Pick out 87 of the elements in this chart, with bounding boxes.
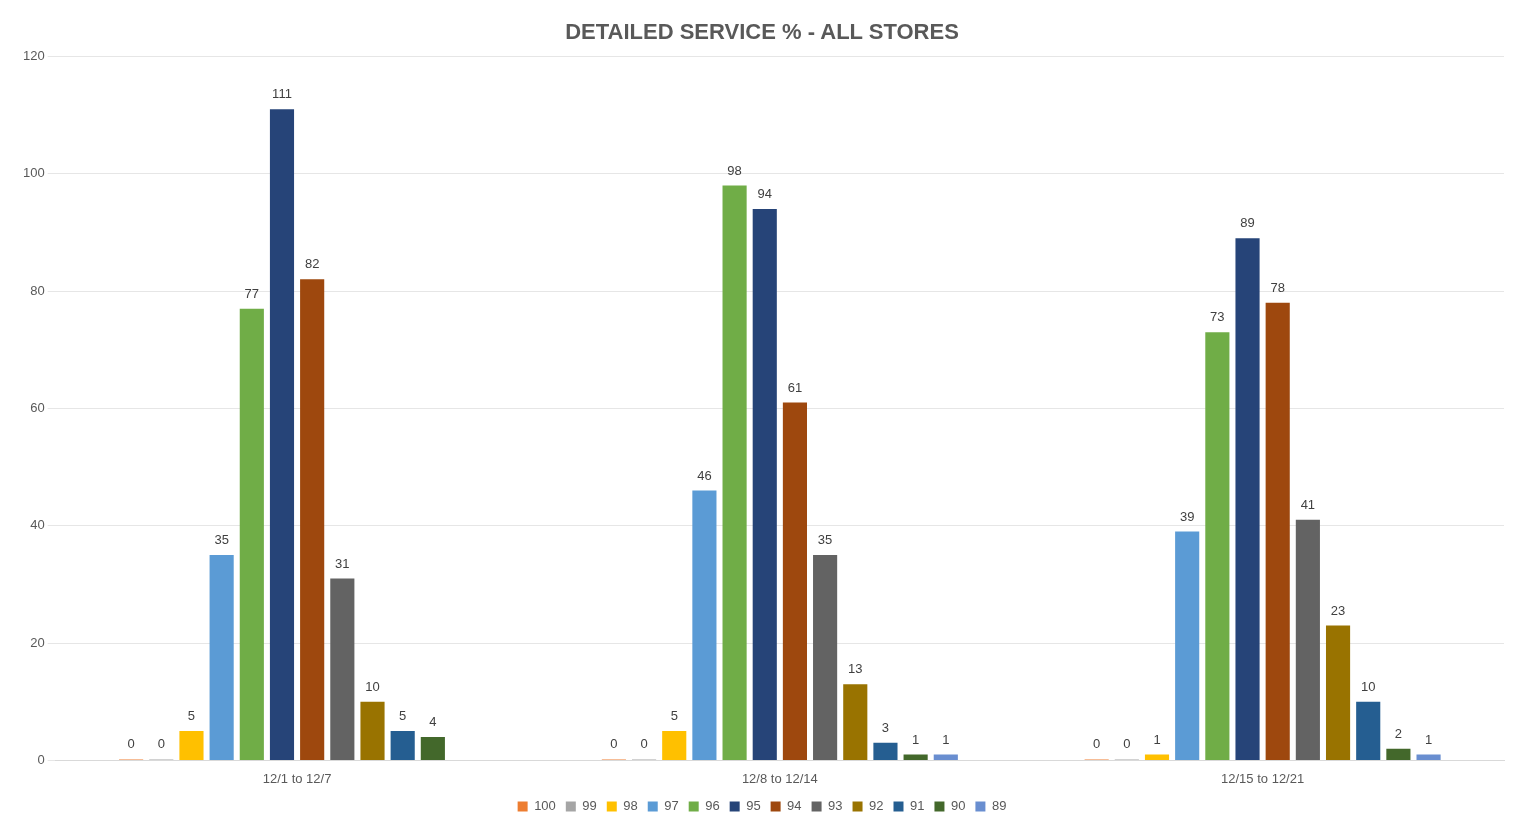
y-tick-label: 100	[22, 165, 45, 181]
bar	[1295, 519, 1320, 760]
bar	[1205, 332, 1230, 760]
legend-label: 91	[909, 798, 925, 814]
bar	[813, 555, 838, 760]
legend-label: 97	[664, 798, 679, 814]
y-tick-label: 60	[30, 399, 45, 415]
data-label: 1	[1424, 731, 1433, 747]
legend-label: 90	[950, 798, 966, 814]
bar	[903, 754, 928, 760]
bar	[390, 731, 415, 760]
data-label: 0	[610, 736, 618, 752]
bar	[239, 308, 264, 760]
data-label: 0	[1093, 736, 1101, 752]
bar	[662, 731, 687, 760]
data-label: 10	[365, 678, 380, 694]
legend-label: 98	[623, 798, 638, 814]
bar	[269, 109, 295, 760]
legend-label: 100	[534, 798, 556, 814]
bar	[933, 754, 958, 760]
legend-label: 89	[991, 798, 1007, 814]
bar	[1325, 625, 1351, 760]
data-label: 89	[1240, 215, 1255, 231]
y-tick-label: 120	[22, 47, 45, 63]
bar	[722, 185, 747, 760]
y-tick-label: 40	[30, 517, 45, 533]
data-label: 0	[127, 736, 135, 752]
data-label: 46	[697, 467, 712, 483]
legend-label: 92	[869, 798, 884, 814]
data-label: 5	[399, 708, 407, 724]
x-tick-label: 12/15 to 12/21	[1221, 770, 1305, 786]
data-label: 77	[244, 285, 260, 301]
bar	[1175, 531, 1200, 760]
bar	[1144, 754, 1170, 760]
data-label: 73	[1210, 309, 1225, 325]
bar	[692, 490, 717, 760]
bar	[300, 279, 325, 760]
bar	[843, 684, 868, 760]
y-tick-label: 0	[37, 751, 45, 767]
legend-label: 95	[746, 798, 761, 814]
data-label: 61	[787, 379, 803, 395]
y-tick-label: 20	[30, 634, 45, 650]
data-label: 41	[1300, 496, 1316, 512]
data-label: 78	[1270, 279, 1285, 295]
data-label: 10	[1360, 678, 1376, 694]
data-label: 35	[817, 532, 833, 548]
data-label: 0	[1123, 736, 1131, 752]
legend-label: 99	[582, 798, 597, 814]
data-label: 1	[912, 731, 920, 747]
bar	[1265, 302, 1290, 760]
data-label: 31	[335, 555, 350, 571]
data-label: 1	[1153, 731, 1161, 747]
bar	[360, 701, 385, 760]
x-tick-label: 12/8 to 12/14	[741, 770, 818, 786]
data-label: 98	[727, 162, 742, 178]
data-label: 111	[272, 86, 292, 102]
bar	[209, 555, 234, 760]
bar	[752, 208, 777, 760]
bar	[873, 742, 898, 760]
bar	[1356, 701, 1381, 760]
data-label: 4	[429, 714, 437, 730]
bar	[1386, 748, 1411, 760]
y-tick-label: 80	[30, 282, 45, 298]
data-label: 5	[187, 708, 196, 724]
bar	[420, 736, 445, 760]
data-label: 39	[1179, 508, 1195, 524]
data-label: 13	[848, 661, 863, 677]
data-label: 35	[214, 532, 229, 548]
data-label: 1	[942, 731, 950, 747]
bar	[330, 578, 355, 760]
data-label: 0	[640, 736, 648, 752]
data-label: 5	[670, 708, 678, 724]
data-label: 82	[304, 256, 320, 272]
data-label: 0	[157, 736, 165, 752]
legend-label: 93	[828, 798, 843, 814]
data-label: 3	[881, 719, 890, 735]
data-label: 23	[1330, 602, 1346, 618]
legend-label: 94	[787, 798, 802, 814]
legend-label: 96	[705, 798, 720, 814]
bar	[1235, 238, 1260, 760]
x-tick-label: 12/1 to 12/7	[262, 770, 332, 786]
bar	[782, 402, 807, 760]
bar	[1416, 754, 1441, 760]
chart-title: DETAILED SERVICE % - ALL STORES	[565, 19, 959, 45]
data-label: 2	[1394, 725, 1403, 741]
bar	[179, 731, 204, 760]
data-label: 94	[757, 186, 772, 202]
